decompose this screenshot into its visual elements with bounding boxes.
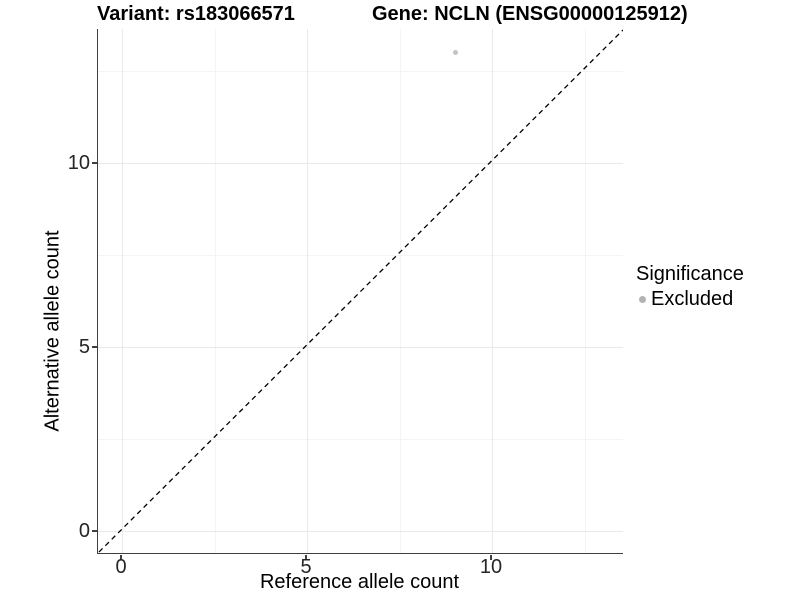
y-tick-mark (91, 530, 97, 532)
legend-title: Significance (636, 263, 744, 285)
h-gridline-minor (98, 255, 623, 256)
v-gridline-minor (399, 29, 401, 553)
h-gridline-minor (98, 71, 623, 72)
x-tick-label: 10 (479, 556, 503, 578)
y-axis-title: Alternative allele count (41, 230, 64, 432)
h-gridline-major (98, 531, 623, 532)
x-tick-mark (120, 554, 122, 560)
plot-title-variant: Variant: rs183066571 (97, 3, 295, 25)
y-tick-label: 10 (67, 152, 90, 174)
y-tick-mark (91, 346, 97, 348)
identity-dashed-line (98, 29, 623, 553)
v-gridline-minor (214, 29, 216, 553)
data-point (452, 50, 458, 56)
x-tick-mark (305, 554, 307, 560)
y-tick-label: 5 (78, 336, 90, 358)
v-gridline-major (122, 29, 123, 553)
h-gridline-major (98, 347, 623, 348)
h-gridline-minor (98, 439, 623, 440)
v-gridline-minor (584, 29, 586, 553)
h-gridline-major (98, 163, 623, 164)
legend: Significance Excluded (636, 261, 744, 311)
v-gridline-major (492, 29, 493, 553)
legend-point-icon (639, 295, 646, 303)
x-axis-title: Reference allele count (259, 571, 459, 593)
x-tick-mark (490, 554, 492, 560)
legend-item-label: Excluded (651, 288, 734, 310)
legend-item-excluded: Excluded (636, 287, 744, 311)
y-tick-mark (91, 162, 97, 164)
x-tick-label: 5 (300, 556, 312, 578)
v-gridline-major (307, 29, 308, 553)
plot-title-gene: Gene: NCLN (ENSG00000125912) (372, 3, 688, 25)
x-tick-label: 0 (115, 556, 127, 578)
y-tick-label: 0 (78, 520, 90, 542)
plot-panel (97, 29, 623, 554)
